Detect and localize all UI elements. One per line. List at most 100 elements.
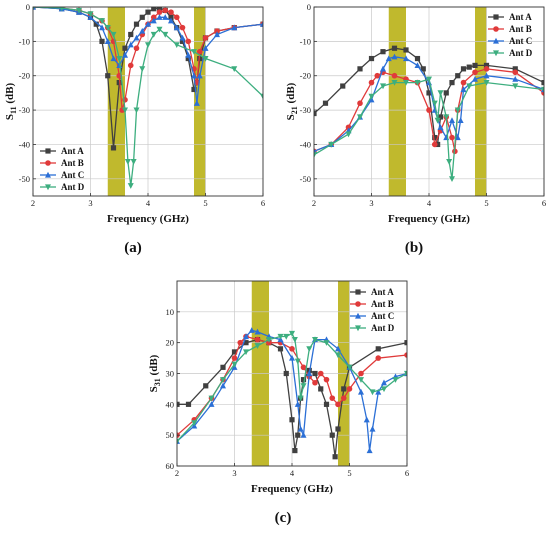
data-point xyxy=(443,90,449,96)
y-axis-label-main: S xyxy=(148,386,160,392)
data-point xyxy=(404,352,407,358)
data-point xyxy=(191,420,198,427)
y-axis-label-unit: (dB) xyxy=(4,83,16,107)
y-axis-label-main: S xyxy=(4,114,16,120)
data-point xyxy=(173,14,180,21)
y-tick-label: -20 xyxy=(19,71,30,81)
x-tick-label: 4 xyxy=(290,468,295,478)
data-point xyxy=(391,72,398,79)
y-tick-label: 30 xyxy=(166,369,175,379)
data-point xyxy=(420,66,426,72)
data-point xyxy=(179,38,186,44)
legend-label: Ant B xyxy=(509,24,532,34)
legend-label: Ant D xyxy=(509,48,533,58)
data-point xyxy=(248,327,255,333)
y-tick-label: 0 xyxy=(307,2,311,12)
data-point xyxy=(231,349,238,355)
data-point xyxy=(297,425,304,432)
series-group xyxy=(33,7,263,189)
x-tick-label: 5 xyxy=(484,198,488,208)
data-point xyxy=(472,62,478,69)
data-point xyxy=(345,131,352,138)
frequency-band-2 xyxy=(194,7,206,196)
chart-panel-3: 2 3 4 5 6 10 20 30 40 50 60 Frequency (GHz) S31 (dB)… xyxy=(148,280,409,526)
data-point xyxy=(208,401,215,407)
data-point xyxy=(318,386,324,392)
data-point xyxy=(414,55,421,62)
y-tick-label: -30 xyxy=(300,105,311,115)
data-point xyxy=(295,432,301,438)
x-tick-label: 2 xyxy=(175,468,179,478)
data-point xyxy=(168,17,174,24)
data-point xyxy=(431,100,438,107)
data-point xyxy=(380,65,386,72)
x-tick-label: 3 xyxy=(369,198,373,208)
x-axis-label: Frequency (GHz) xyxy=(388,213,470,225)
data-point xyxy=(455,73,461,79)
data-point xyxy=(214,28,220,34)
data-point xyxy=(104,25,111,31)
data-point xyxy=(460,79,467,86)
data-point xyxy=(329,432,335,438)
data-point xyxy=(99,18,105,24)
x-axis-label: Frequency (GHz) xyxy=(251,483,333,495)
frequency-band-2 xyxy=(475,7,487,196)
data-point xyxy=(335,426,341,432)
y-tick-label: -50 xyxy=(19,174,30,184)
data-point xyxy=(156,26,163,33)
data-point xyxy=(150,17,157,24)
y-tick-label: 60 xyxy=(166,461,175,471)
data-point xyxy=(460,86,467,93)
data-point xyxy=(329,395,336,401)
data-point xyxy=(392,377,399,383)
y-tick-label: 40 xyxy=(166,399,175,409)
data-point xyxy=(220,364,226,370)
data-point xyxy=(437,90,444,97)
data-point xyxy=(104,38,111,44)
data-point xyxy=(231,355,238,361)
data-point xyxy=(231,361,238,368)
x-tick-label: 6 xyxy=(261,198,265,208)
data-point xyxy=(328,141,335,148)
data-point xyxy=(202,35,209,41)
x-tick-label: 2 xyxy=(31,198,35,208)
y-axis-label-subscript: 31 xyxy=(153,378,162,386)
data-point xyxy=(363,416,370,423)
legend-label: Ant B xyxy=(371,299,394,309)
data-point xyxy=(145,42,151,48)
data-point xyxy=(185,38,192,45)
data-point xyxy=(260,93,263,100)
x-tick-label: 3 xyxy=(232,468,236,478)
data-point xyxy=(437,114,444,120)
data-point xyxy=(292,447,298,454)
data-point xyxy=(243,333,249,340)
data-point xyxy=(426,107,432,113)
data-point xyxy=(366,447,373,454)
series-group xyxy=(177,327,407,460)
data-point xyxy=(185,401,192,407)
y-tick-label: 0 xyxy=(26,2,30,12)
data-point xyxy=(541,86,544,93)
data-point xyxy=(472,75,478,82)
data-point xyxy=(87,11,94,18)
data-point xyxy=(512,69,519,76)
data-point xyxy=(124,159,131,165)
legend-label: Ant D xyxy=(371,323,395,333)
data-point xyxy=(454,134,461,141)
x-axis-label: Frequency (GHz) xyxy=(107,213,189,225)
data-point xyxy=(294,358,301,365)
data-point xyxy=(483,66,490,72)
data-point xyxy=(297,395,304,402)
data-point xyxy=(432,134,438,141)
x-tick-label: 5 xyxy=(203,198,207,208)
data-point xyxy=(231,66,238,73)
data-point xyxy=(105,73,111,79)
data-point xyxy=(391,53,398,60)
data-point xyxy=(381,379,387,386)
data-point xyxy=(130,159,137,165)
legend-marker xyxy=(45,171,51,178)
legend-label: Ant D xyxy=(61,182,85,192)
data-point xyxy=(156,9,163,15)
y-axis-label-unit: (dB) xyxy=(148,354,160,378)
